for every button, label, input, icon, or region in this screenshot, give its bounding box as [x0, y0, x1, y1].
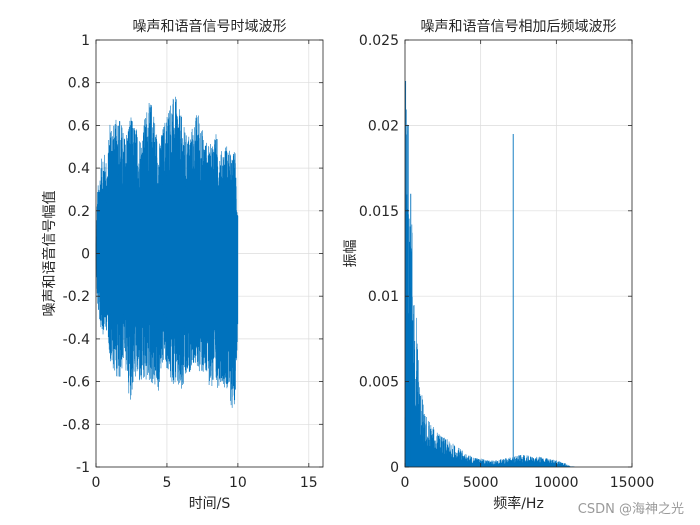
- frequency-domain-series: [404, 80, 575, 467]
- x-tick-label: 10000: [534, 475, 579, 491]
- y-tick-label: 0.8: [68, 76, 90, 92]
- frequency-domain-title: 噪声和语音信号相加后频域波形: [421, 18, 617, 35]
- x-tick-label: 15: [300, 475, 318, 491]
- time-domain-waveform-core: [96, 166, 238, 341]
- time-domain-title: 噪声和语音信号时域波形: [133, 18, 287, 35]
- frequency-domain-ticks: 0 5000 10000 15000 0 0.005 0.01 0.015 0.02 0.025: [359, 33, 654, 491]
- time-domain-axes: 0 5 10 15 -1 -0.8 -0.6 -0.4 -0.2 0 0.2 0.4 0.6 0.8 1 噪…: [41, 18, 324, 512]
- frequency-spectrum-floor: [405, 314, 575, 467]
- x-tick-label: 0: [92, 475, 101, 491]
- x-tick-label: 0: [401, 475, 410, 491]
- y-tick-label: 0: [390, 460, 399, 476]
- y-tick-label: -1: [76, 460, 90, 476]
- y-tick-label: 0.025: [359, 33, 399, 49]
- y-tick-label: 0.2: [68, 204, 90, 220]
- y-tick-label: -0.4: [63, 332, 90, 348]
- time-domain-ticks: 0 5 10 15 -1 -0.8 -0.6 -0.4 -0.2 0 0.2 0.4 0.6 0.8 1: [63, 33, 323, 491]
- watermark: CSDN @海神之光: [575, 498, 686, 517]
- x-tick-label: 5: [162, 475, 171, 491]
- y-tick-label: 0.015: [359, 204, 399, 220]
- y-tick-label: -0.6: [63, 375, 90, 391]
- frequency-domain-axes: 0 5000 10000 1500000.0050.010.0150.020.025 …: [343, 18, 654, 512]
- frequency-domain-plot-area: [405, 40, 632, 467]
- y-tick-label: -0.8: [63, 417, 90, 433]
- y-tick-label: 0.6: [68, 118, 90, 134]
- y-tick-label: 0.4: [68, 161, 90, 177]
- time-domain-x-axis-label: 时间/S: [189, 496, 231, 512]
- time-domain-series: [95, 96, 239, 408]
- y-tick-label: 0.02: [368, 118, 399, 134]
- time-domain-y-axis-label: 噪声和语音信号幅值: [41, 191, 58, 317]
- x-tick-label: 10: [229, 475, 247, 491]
- y-tick-label: 0.01: [368, 289, 399, 305]
- y-tick-label: 1: [81, 33, 90, 49]
- y-tick-label: -0.2: [63, 289, 90, 305]
- frequency-domain-y-axis-label: 振幅: [343, 240, 359, 268]
- y-tick-label: 0: [81, 247, 90, 263]
- x-tick-label: 15000: [610, 475, 655, 491]
- x-tick-label: 5000: [463, 475, 499, 491]
- frequency-domain-axes-box: [404, 39, 633, 468]
- y-tick-label: 0.005: [359, 375, 399, 391]
- frequency-domain-x-axis-label: 频率/Hz: [493, 495, 544, 512]
